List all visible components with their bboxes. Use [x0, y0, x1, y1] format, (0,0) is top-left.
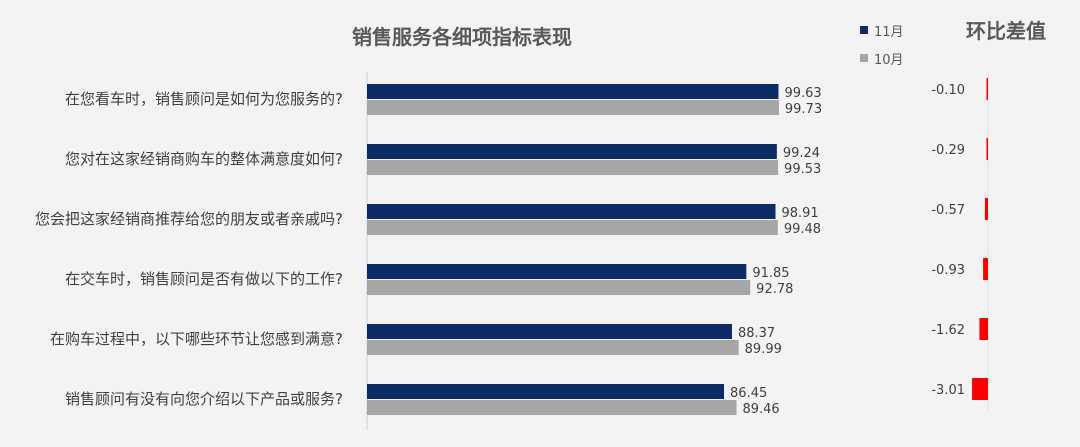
- diff-value-label: -0.29: [931, 143, 965, 158]
- bar-11: [367, 324, 732, 339]
- bar-10: [367, 220, 778, 235]
- category-label: 在交车时，销售顾问是否有做以下的工作?: [65, 270, 343, 288]
- bar-value-label-10: 99.53: [784, 162, 821, 177]
- diff-bar: [984, 198, 988, 220]
- diff-bar: [983, 258, 988, 280]
- bar-value-label-11: 98.91: [781, 206, 818, 221]
- bar-10: [367, 100, 779, 115]
- bar-10: [367, 400, 737, 415]
- bar-value-label-10: 89.99: [745, 342, 782, 357]
- legend-label-11: 11月: [874, 25, 904, 40]
- bar-11: [367, 264, 747, 279]
- legend-swatch-10: [860, 54, 868, 62]
- bar-value-label-11: 91.85: [752, 266, 789, 281]
- diff-value-label: -0.93: [931, 263, 965, 278]
- diff-value-label: -1.62: [931, 323, 965, 338]
- category-label: 销售顾问有没有向您介绍以下产品或服务?: [65, 390, 343, 408]
- legend-swatch-11: [860, 26, 868, 34]
- diff-bar: [986, 138, 988, 160]
- legend-label-10: 10月: [874, 53, 904, 68]
- category-label: 您会把这家经销商推荐给您的朋友或者亲戚吗?: [35, 210, 343, 228]
- bar-10: [367, 160, 779, 175]
- diff-value-label: -0.10: [931, 83, 965, 98]
- bar-11: [367, 384, 725, 399]
- diff-bar: [972, 378, 988, 400]
- bar-11: [367, 144, 777, 159]
- diff-bar: [979, 318, 988, 340]
- bar-value-label-10: 99.73: [785, 102, 822, 117]
- diff-value-label: -3.01: [931, 383, 965, 398]
- category-label: 在购车过程中，以下哪些环节让您感到满意?: [50, 330, 343, 348]
- category-label: 您对在这家经销商购车的整体满意度如何?: [65, 150, 343, 168]
- category-label: 在您看车时，销售顾问是如何为您服务的?: [65, 90, 343, 108]
- chart-title: 销售服务各细项指标表现: [352, 25, 572, 49]
- diff-value-label: -0.57: [931, 203, 965, 218]
- bar-value-label-10: 99.48: [784, 222, 821, 237]
- bar-value-label-11: 99.63: [784, 86, 821, 101]
- bar-11: [367, 84, 779, 99]
- bar-value-label-11: 99.24: [783, 146, 820, 161]
- diff-bar: [986, 78, 988, 100]
- bar-value-label-10: 89.46: [742, 402, 779, 417]
- diff-panel-title: 环比差值: [966, 19, 1046, 43]
- bar-10: [367, 280, 751, 295]
- bar-11: [367, 204, 776, 219]
- bar-10: [367, 340, 739, 355]
- bar-value-label-10: 92.78: [756, 282, 793, 297]
- bar-value-label-11: 86.45: [730, 386, 767, 401]
- bar-value-label-11: 88.37: [738, 326, 775, 341]
